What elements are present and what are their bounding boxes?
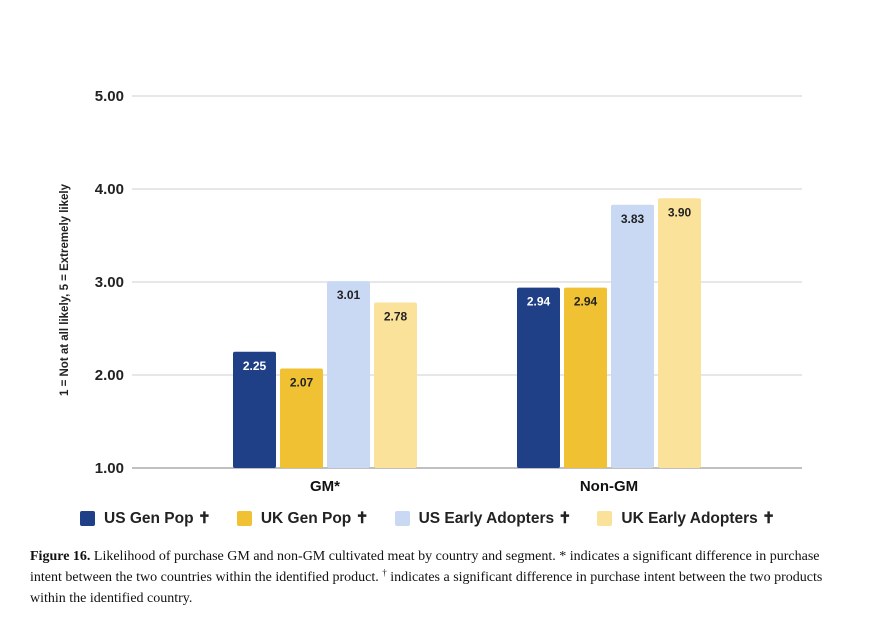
data-label: 2.94	[527, 295, 551, 309]
legend-label: US Gen Pop ✝	[104, 510, 211, 527]
legend-swatch	[236, 511, 252, 526]
caption-dagger: †	[382, 567, 387, 578]
legend-item: UK Gen Pop ✝	[236, 509, 369, 528]
bar	[374, 302, 417, 468]
bar	[611, 204, 654, 468]
legend-item: US Early Adopters ✝	[394, 509, 572, 528]
caption-text-2: indicates a significant difference in pu…	[30, 570, 823, 606]
legend-label: US Early Adopters ✝	[418, 510, 572, 527]
bar	[327, 281, 370, 468]
y-tick-label: 4.00	[95, 181, 124, 198]
y-tick-label: 2.00	[95, 367, 124, 384]
bars	[233, 198, 701, 469]
legend-swatch	[394, 511, 410, 526]
data-label: 2.94	[574, 295, 598, 309]
y-axis-label: 1 = Not at all likely, 5 = Extremely lik…	[59, 183, 71, 396]
legend-item: UK Early Adopters ✝	[597, 509, 775, 528]
y-axis-ticks: 1.00 2.00 3.00 4.00 5.00	[95, 88, 124, 477]
legend-item: US Gen Pop ✝	[80, 509, 211, 528]
legend-swatch	[80, 511, 95, 526]
caption-label: Figure 16.	[30, 549, 91, 564]
gridlines	[132, 95, 802, 469]
y-tick-label: 3.00	[95, 274, 124, 291]
data-label: 2.78	[384, 309, 408, 323]
legend-label: UK Gen Pop ✝	[260, 510, 369, 527]
data-label: 3.01	[337, 288, 361, 302]
legend: US Gen Pop ✝ UK Gen Pop ✝ US Early Adopter…	[80, 509, 801, 528]
category-label: GM*	[310, 478, 340, 495]
bar	[280, 368, 323, 468]
data-label: 3.83	[621, 212, 645, 226]
legend-swatch	[597, 511, 613, 526]
data-label: 2.07	[290, 375, 314, 389]
bar-chart: 1.00 2.00 3.00 4.00 5.00 1 = Not at all like…	[59, 88, 802, 495]
legend-label: UK Early Adopters ✝	[621, 510, 776, 527]
figure-caption: Figure 16. Likelihood of purchase GM and…	[30, 546, 850, 609]
category-labels: GM* Non-GM	[310, 478, 638, 495]
caption-text-1: Likelihood of purchase GM and non-GM cul…	[30, 549, 820, 585]
y-tick-label: 1.00	[95, 460, 124, 477]
data-labels: 2.25 2.07 3.01 2.78 2.94 2.94 3.83 3.90	[243, 205, 692, 389]
y-tick-label: 5.00	[95, 88, 124, 105]
bar	[233, 351, 276, 468]
category-label: Non-GM	[580, 478, 638, 495]
bar	[517, 287, 560, 468]
bar	[564, 287, 607, 468]
data-label: 3.90	[668, 205, 692, 219]
data-label: 2.25	[243, 359, 267, 373]
bar	[658, 198, 701, 469]
